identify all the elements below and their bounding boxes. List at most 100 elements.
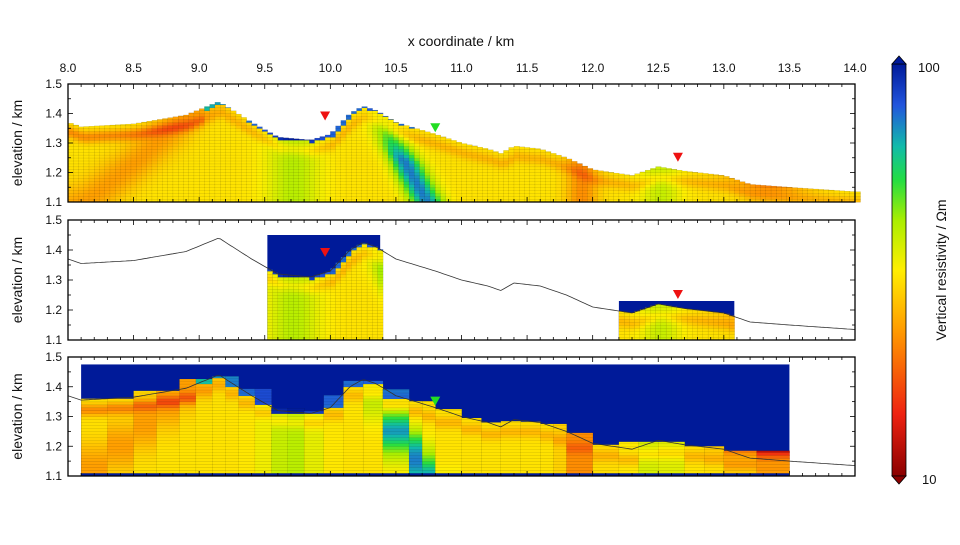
model-block <box>239 446 256 449</box>
model-cell <box>84 126 90 128</box>
model-block <box>157 443 180 446</box>
model-cell <box>278 328 284 331</box>
model-cell <box>136 158 142 161</box>
model-cell <box>393 173 399 176</box>
model-cell <box>519 164 525 167</box>
model-cell <box>545 155 551 158</box>
model-cell <box>708 319 714 322</box>
model-cell <box>152 120 158 122</box>
model-cell <box>582 187 588 190</box>
model-block <box>304 467 324 470</box>
model-cell <box>524 187 530 190</box>
model-block <box>462 449 482 452</box>
model-cell <box>420 152 426 155</box>
model-cell <box>572 193 578 196</box>
model-cell <box>278 292 284 295</box>
x-tick-label: 13.5 <box>778 61 802 75</box>
model-block <box>501 437 521 440</box>
model-cell <box>435 170 441 173</box>
model-cell <box>147 134 153 137</box>
model-cell <box>141 170 147 173</box>
model-cell <box>351 125 357 128</box>
model-cell <box>409 155 415 158</box>
model-cell <box>388 167 394 170</box>
model-cell <box>362 322 368 325</box>
model-cell <box>493 170 499 173</box>
model-cell <box>629 325 635 328</box>
model-cell <box>393 149 399 152</box>
model-cell <box>357 128 363 131</box>
model-cell <box>378 259 384 262</box>
model-cell <box>162 187 168 190</box>
model-cell <box>446 190 452 193</box>
model-cell <box>378 295 384 298</box>
model-cell <box>477 147 483 149</box>
model-block <box>225 467 238 470</box>
model-cell <box>351 190 357 193</box>
model-cell <box>399 134 405 137</box>
model-block <box>255 414 272 417</box>
model-cell <box>157 137 163 140</box>
model-cell <box>692 175 698 178</box>
model-cell <box>420 155 426 158</box>
model-cell <box>357 164 363 167</box>
model-cell <box>220 105 226 108</box>
model-cell <box>136 161 142 164</box>
model-cell <box>357 307 363 310</box>
model-cell <box>162 161 168 164</box>
model-cell <box>593 175 599 178</box>
model-cell <box>409 146 415 149</box>
model-cell <box>341 322 347 325</box>
model-cell <box>78 196 84 199</box>
model-block <box>343 384 363 387</box>
model-cell <box>482 187 488 190</box>
model-cell <box>99 131 105 134</box>
model-cell <box>183 116 189 119</box>
model-cell <box>241 170 247 173</box>
model-cell <box>635 325 641 328</box>
model-block <box>704 449 724 452</box>
model-cell <box>362 331 368 334</box>
model-cell <box>341 134 347 137</box>
colorbar: 100 10 Vertical resistivity / Ωm <box>892 56 949 487</box>
model-cell <box>278 316 284 319</box>
model-cell <box>220 167 226 170</box>
model-cell <box>462 170 468 173</box>
model-cell <box>357 271 363 274</box>
model-block <box>462 467 482 470</box>
model-cell <box>126 196 132 199</box>
model-cell <box>477 170 483 173</box>
x-tick-label: 11.5 <box>516 61 539 75</box>
model-cell <box>336 173 342 176</box>
model-cell <box>671 319 677 322</box>
model-cell <box>147 155 153 158</box>
model-cell <box>220 131 226 134</box>
model-cell <box>598 175 604 178</box>
model-cell <box>367 331 373 334</box>
model-cell <box>330 286 336 289</box>
model-cell <box>320 158 326 161</box>
model-block <box>435 449 462 452</box>
model-cell <box>404 193 410 196</box>
model-cell <box>351 181 357 184</box>
model-cell <box>120 170 126 173</box>
model-cell <box>456 142 462 143</box>
model-cell <box>189 193 195 196</box>
model-cell <box>215 114 221 117</box>
model-cell <box>68 131 74 134</box>
model-cell <box>692 184 698 187</box>
model-cell <box>330 277 336 280</box>
model-block <box>239 425 256 428</box>
model-cell <box>540 150 546 152</box>
model-cell <box>252 184 258 187</box>
model-cell <box>304 289 310 292</box>
model-block <box>383 443 410 446</box>
model-block <box>501 425 521 428</box>
model-cell <box>493 164 499 167</box>
model-block <box>521 422 541 425</box>
model-cell <box>692 181 698 184</box>
model-cell <box>231 149 237 152</box>
model-cell <box>194 137 200 140</box>
model-block <box>271 449 288 452</box>
model-cell <box>425 193 431 196</box>
